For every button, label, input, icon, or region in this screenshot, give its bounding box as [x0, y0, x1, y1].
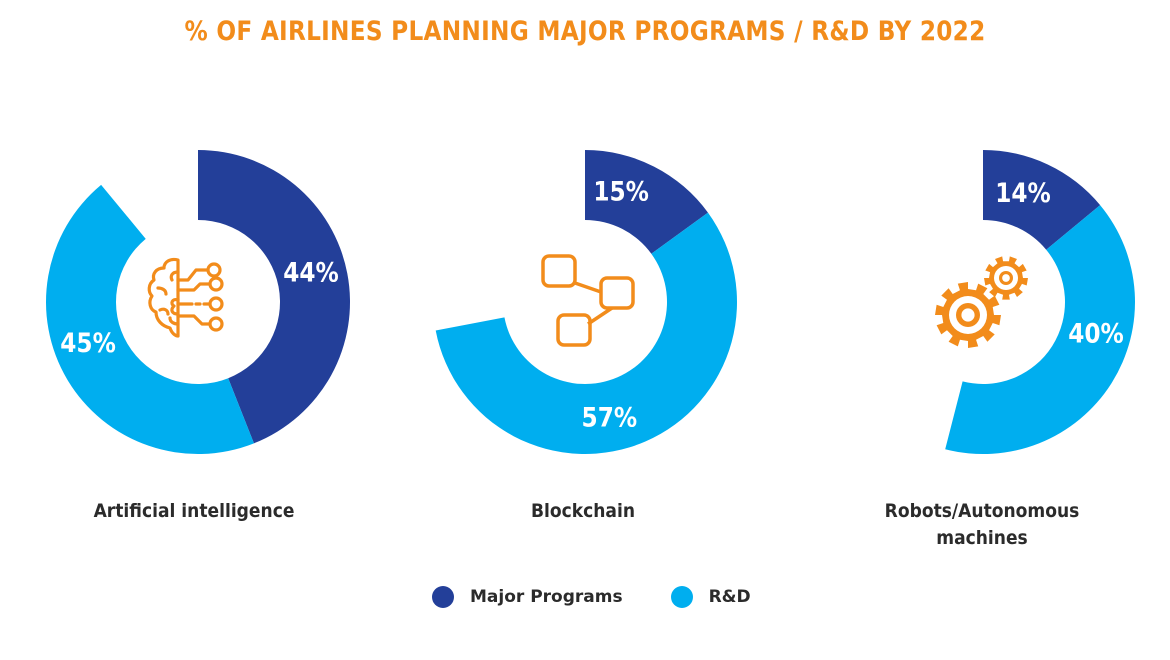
- chart-title: % OF AIRLINES PLANNING MAJOR PROGRAMS / …: [184, 16, 986, 47]
- legend-swatch-major-programs: [432, 586, 454, 608]
- data-label-rd: 45%: [60, 327, 116, 358]
- category-label-blockchain: Blockchain: [530, 500, 636, 522]
- data-label-rd: 40%: [1068, 318, 1124, 349]
- donut-segment-major-programs: [585, 150, 708, 254]
- legend-swatch-rd: [670, 586, 693, 608]
- legend-label-major-programs: Major Programs: [470, 587, 623, 607]
- donut-segment-major-programs: [983, 150, 1101, 250]
- legend-item-major-programs: Major Programs: [432, 586, 623, 608]
- blockchain-nodes-icon: [541, 254, 635, 347]
- legend-item-rd: R&D: [670, 586, 751, 608]
- category-label-artificial-intelligence: Artificial intelligence: [93, 500, 295, 522]
- donut-blockchain: [435, 150, 737, 455]
- donut-segment-rd: [46, 184, 254, 455]
- donut-segment-rd: [435, 212, 737, 455]
- category-label-robots-line2: machines: [936, 527, 1028, 549]
- category-label-robots: Robots/Autonomous machines: [847, 498, 1117, 552]
- category-label-robots-line1: Robots/Autonomous: [884, 500, 1080, 522]
- donut-segment-major-programs: [198, 150, 350, 444]
- gears-icon: [935, 256, 1028, 348]
- data-label-major-programs: 15%: [593, 176, 649, 207]
- donut-artificial-intelligence: [46, 150, 350, 455]
- data-label-major-programs: 44%: [283, 257, 339, 288]
- legend-label-rd: R&D: [708, 587, 751, 607]
- donut-robots: [945, 150, 1136, 455]
- donut-segment-rd: [945, 205, 1136, 455]
- legend: Major Programs R&D: [432, 586, 799, 608]
- brain-circuit-icon: [147, 257, 224, 338]
- data-label-major-programs: 14%: [995, 177, 1051, 208]
- data-label-rd: 57%: [582, 402, 638, 433]
